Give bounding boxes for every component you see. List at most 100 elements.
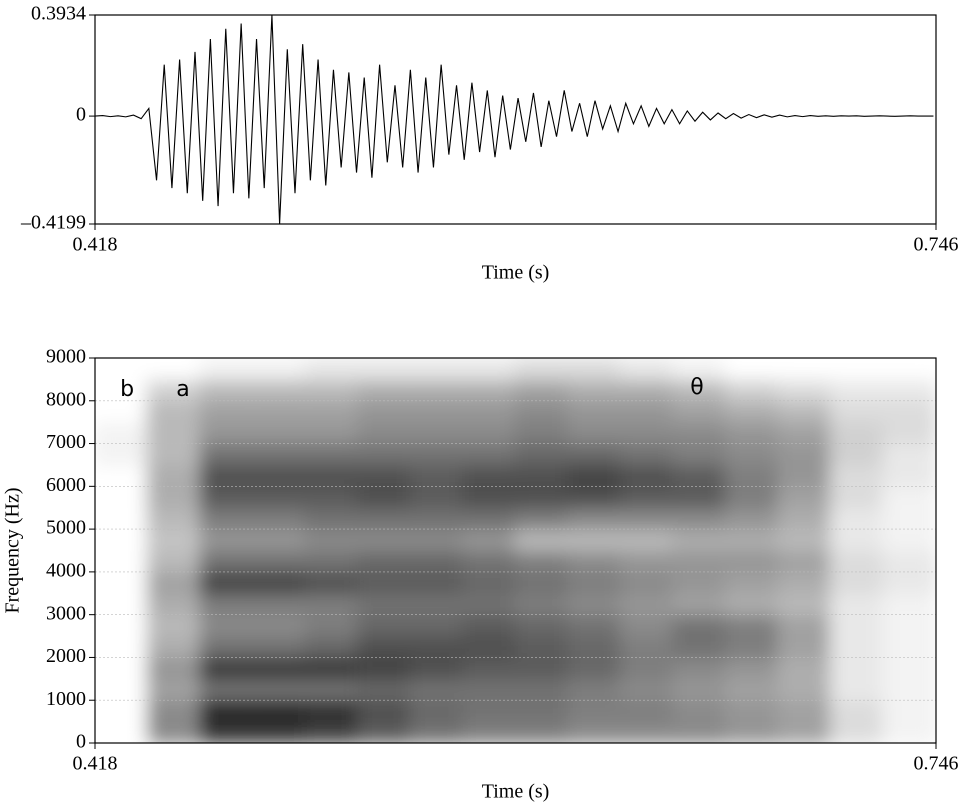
spectrogram-cell	[829, 635, 885, 659]
spectrogram-cell	[672, 549, 727, 573]
spectrogram-cell	[882, 699, 936, 723]
spectrogram-cell	[304, 528, 359, 552]
spectrogram-cell	[409, 613, 464, 638]
spectrogram-cell	[672, 399, 727, 424]
spectrogram-cell	[356, 720, 412, 743]
spectrogram-cell	[567, 399, 622, 424]
spectrogram-cell	[777, 442, 832, 466]
spectrogram-cell	[409, 720, 464, 743]
spectrogram-cell	[95, 358, 149, 381]
spectrogram-cell	[619, 635, 675, 659]
spectrogram-cell	[356, 358, 412, 381]
spectrogram-cell	[514, 720, 570, 743]
spectrogram-cell	[514, 528, 570, 552]
spectrogram-cell	[672, 485, 727, 509]
spectrogram-cell	[619, 399, 675, 424]
spectrogram-cell	[461, 378, 517, 402]
spectrogram-cell	[567, 656, 622, 680]
spectrogram-cell	[409, 442, 464, 466]
spectrogram-cell	[777, 399, 832, 424]
spectrogram-cell	[199, 506, 254, 531]
spectrogram-cell	[514, 442, 570, 466]
spectrogram-cell	[251, 506, 307, 531]
spectrogram-cell	[882, 570, 936, 595]
segment-label: b	[120, 377, 134, 402]
plot-frame	[94, 357, 937, 744]
spectrogram-cell	[777, 506, 832, 531]
spectrogram-cell	[777, 485, 832, 509]
y-tick-label: 7000	[46, 431, 86, 453]
spectrogram-cell	[882, 485, 936, 509]
y-tick-label: 0	[76, 104, 86, 126]
spectrogram-cell	[356, 528, 412, 552]
spectrogram-cell	[672, 699, 727, 723]
spectrogram-cell	[829, 358, 885, 381]
spectrogram-cell	[777, 378, 832, 402]
spectrogram-cell	[95, 378, 149, 402]
spectrogram-cell	[724, 442, 780, 466]
spectrogram-cell	[304, 506, 359, 531]
spectrogram-cell	[461, 635, 517, 659]
x-axis-label: Time (s)	[482, 262, 550, 284]
spectrogram-cell	[409, 378, 464, 402]
spectrogram-cell	[95, 442, 149, 466]
spectrogram-cell	[251, 592, 307, 616]
spectrogram-cell	[146, 677, 202, 702]
spectrogram-cell	[199, 656, 254, 680]
spectrogram-cell	[882, 720, 936, 743]
spectrogram-cell	[304, 358, 359, 381]
spectrogram-cell	[567, 720, 622, 743]
spectrogram-cell	[304, 592, 359, 616]
spectrogram-cell	[567, 549, 622, 573]
spectrogram-cell	[777, 463, 832, 488]
spectrogram-image	[95, 358, 936, 743]
spectrogram-cell	[356, 635, 412, 659]
spectrogram-cell	[199, 699, 254, 723]
spectrogram-cell	[514, 592, 570, 616]
spectrogram-cell	[829, 506, 885, 531]
spectrogram-cell	[777, 656, 832, 680]
spectrogram-cell	[672, 421, 727, 445]
spectrogram-cell	[619, 592, 675, 616]
y-tick-label: 0	[76, 731, 86, 753]
spectrogram-cell	[882, 358, 936, 381]
spectrogram-cell	[567, 463, 622, 488]
x-tick-label: 0.746	[914, 753, 959, 775]
spectrogram-cell	[356, 399, 412, 424]
spectrogram-cell	[672, 613, 727, 638]
y-tick-label: 9000	[46, 346, 86, 368]
spectrogram-cell	[461, 506, 517, 531]
spectrogram-cell	[829, 442, 885, 466]
y-tick-label: 1000	[46, 688, 86, 710]
spectrogram-cell	[619, 699, 675, 723]
spectrogram-cell	[199, 549, 254, 573]
y-tick-label: 6000	[46, 474, 86, 496]
spectrogram-cell	[146, 421, 202, 445]
spectrogram-cell	[672, 506, 727, 531]
spectrogram-cell	[356, 613, 412, 638]
spectrogram-cell	[356, 592, 412, 616]
spectrogram-cell	[724, 506, 780, 531]
spectrogram-cell	[619, 421, 675, 445]
spectrogram-cell	[251, 528, 307, 552]
spectrogram-cell	[95, 613, 149, 638]
spectrogram-cell	[146, 699, 202, 723]
spectrogram-cell	[672, 677, 727, 702]
spectrogram-cell	[251, 485, 307, 509]
spectrogram-cell	[461, 421, 517, 445]
spectrogram-cell	[777, 677, 832, 702]
spectrogram-cell	[777, 421, 832, 445]
spectrogram-cell	[672, 358, 727, 381]
y-tick-label: 0.3934	[31, 3, 86, 25]
spectrogram-cell	[882, 549, 936, 573]
spectrogram-cell	[724, 570, 780, 595]
spectrogram-cell	[829, 656, 885, 680]
spectrogram-cell	[882, 378, 936, 402]
spectrogram-cell	[461, 442, 517, 466]
spectrogram-cell	[146, 378, 202, 402]
spectrogram-cell	[724, 421, 780, 445]
spectrogram-cell	[304, 699, 359, 723]
spectrogram-cell	[95, 549, 149, 573]
spectrogram-cell	[567, 635, 622, 659]
